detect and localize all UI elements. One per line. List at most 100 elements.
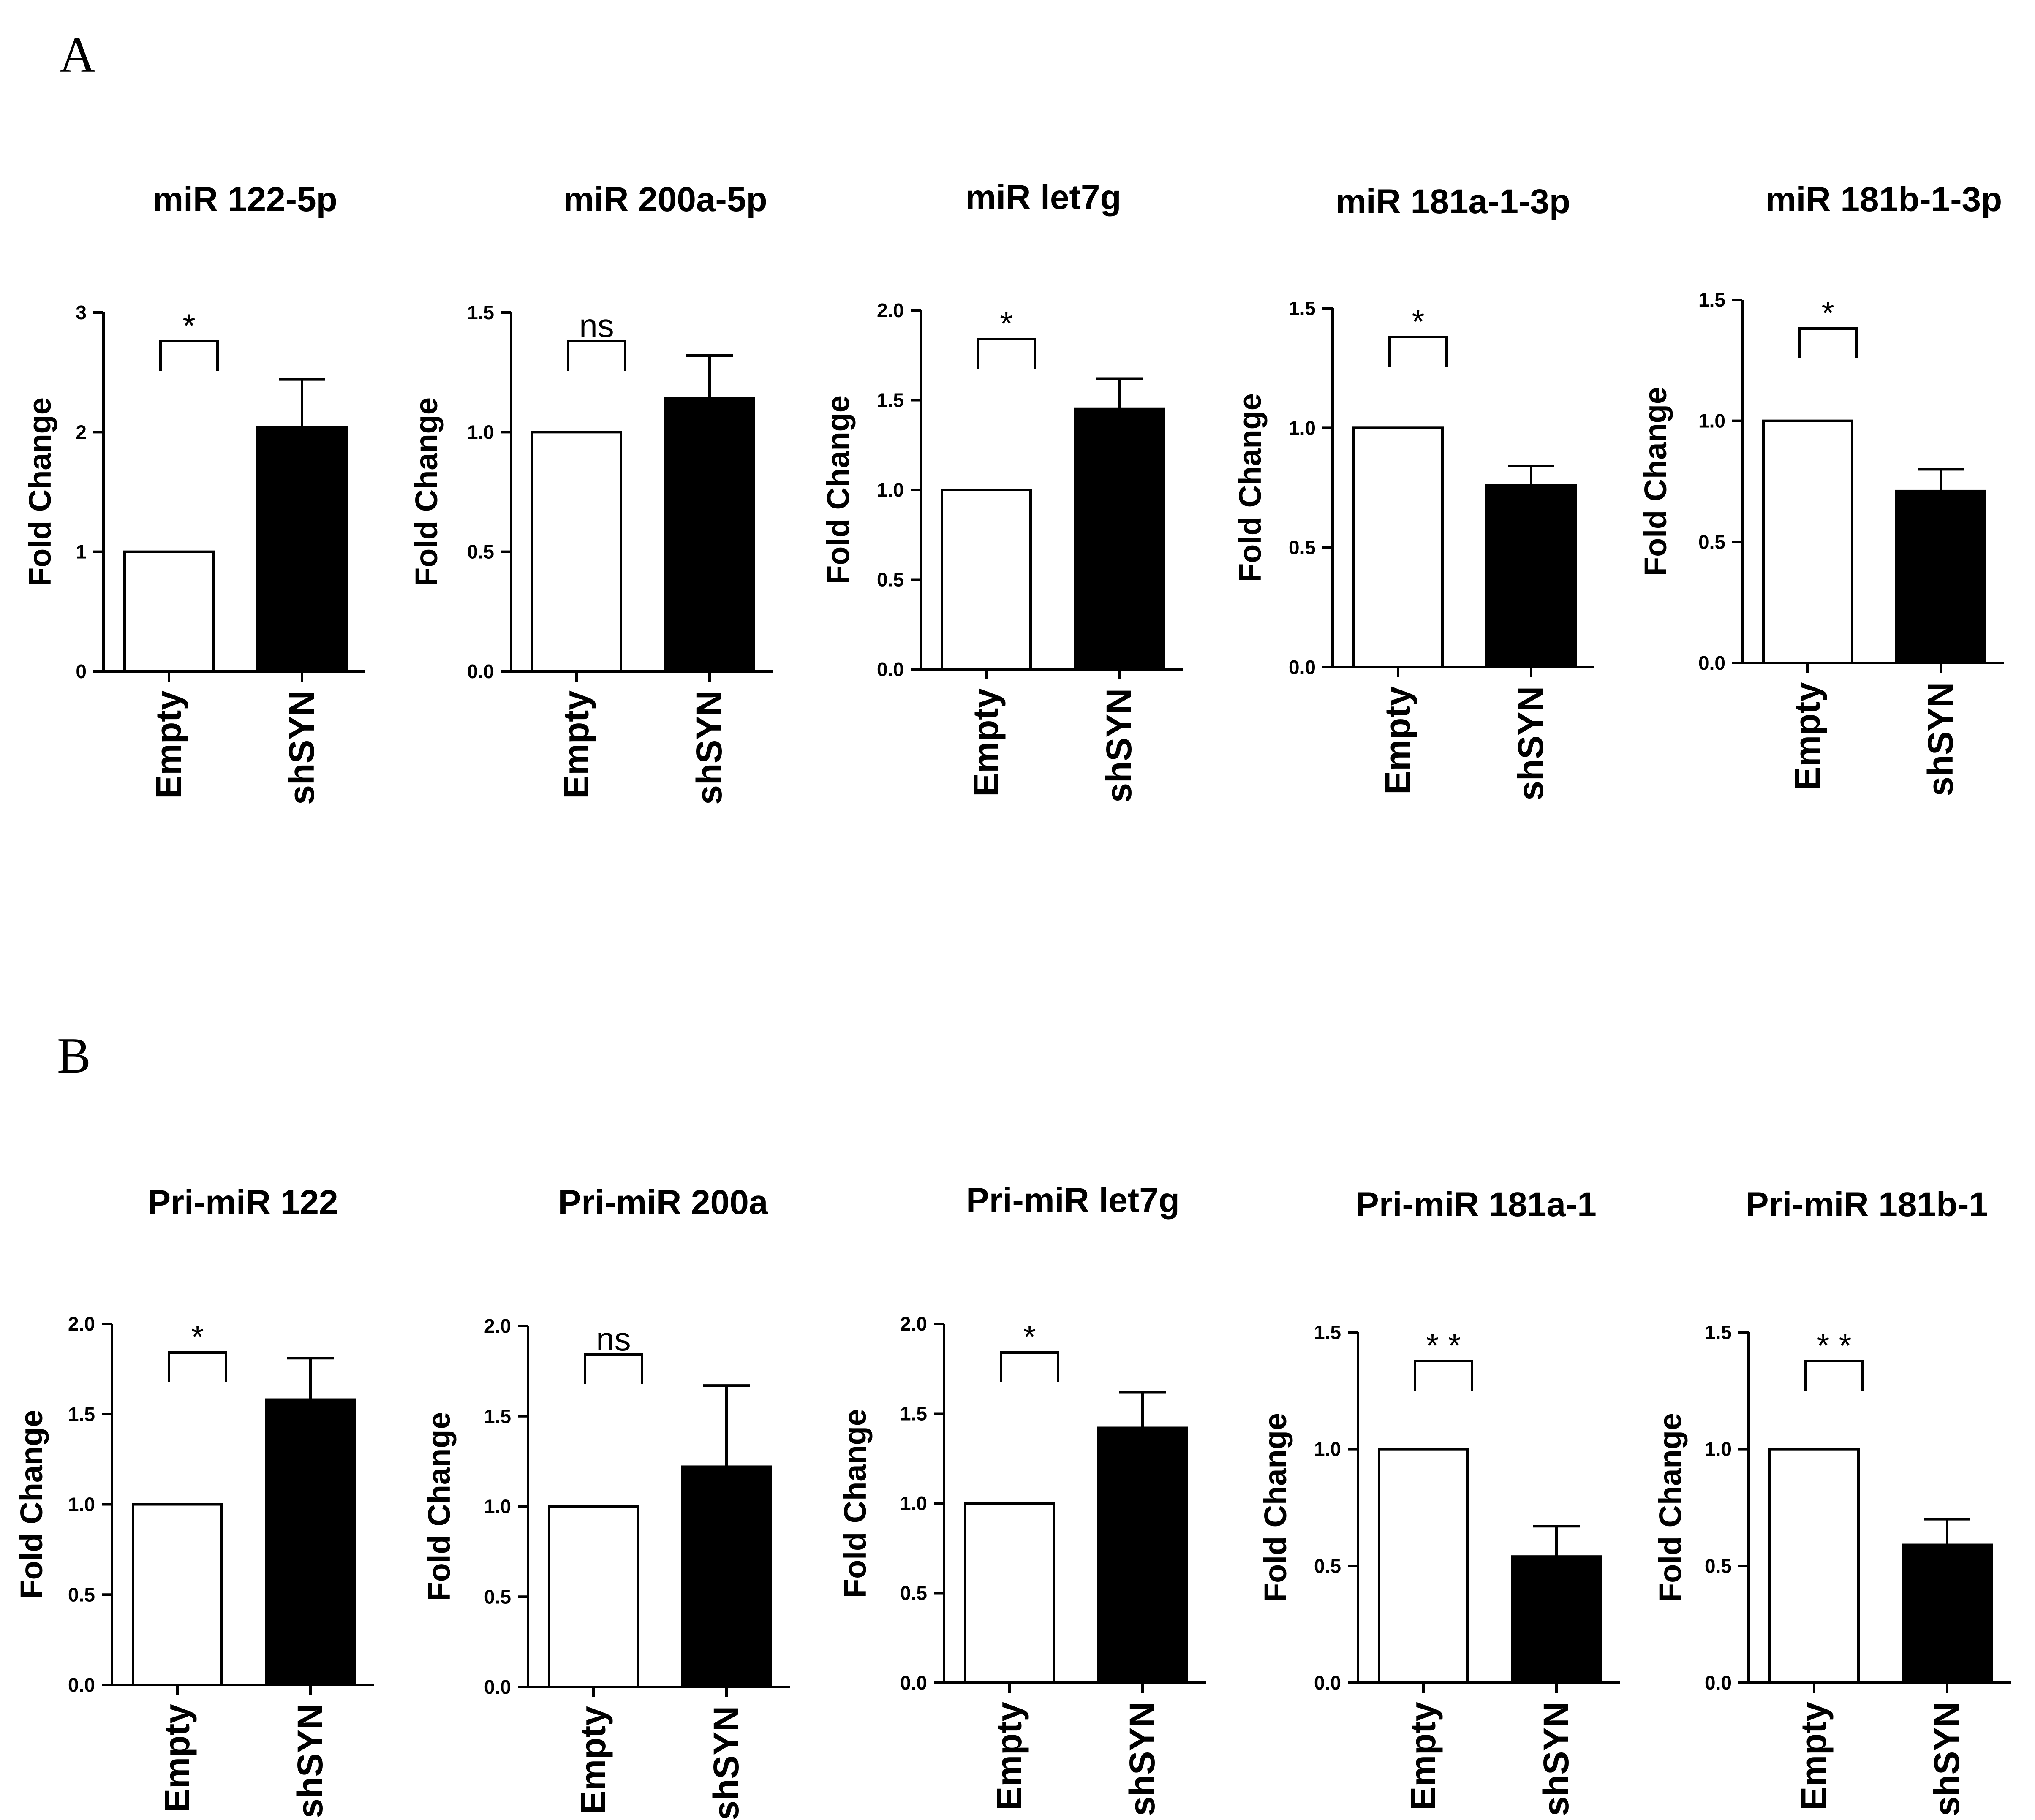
y-tick-label: 0.5 (467, 541, 494, 563)
x-tick-label: shSYN (706, 1706, 746, 1820)
y-tick-label: 0.5 (1705, 1555, 1732, 1577)
bar-shsyn (1097, 1426, 1188, 1684)
chart-title: miR 181a-1-3p (1336, 182, 1570, 221)
y-tick-label: 1.0 (467, 421, 494, 443)
bar-empty (531, 431, 622, 673)
y-tick-label: 1.0 (1698, 410, 1725, 432)
bar-empty (1762, 419, 1853, 664)
significance-bracket (584, 1353, 643, 1384)
y-tick-label: 0.0 (484, 1676, 511, 1698)
x-tick-label: Empty (1378, 686, 1417, 795)
y-tick-label: 1.5 (1705, 1321, 1732, 1343)
x-tick-label: shSYN (290, 1704, 330, 1818)
significance-label: ns (579, 307, 614, 344)
x-tick-label: shSYN (1099, 688, 1139, 803)
x-tick-label: Empty (157, 1704, 197, 1812)
y-tick-label: 0.5 (900, 1582, 927, 1604)
bar-shsyn (1485, 484, 1577, 669)
y-axis-label: Fold Change (422, 1412, 457, 1601)
bar-empty (548, 1505, 639, 1688)
bar-shsyn (681, 1465, 772, 1688)
y-tick-label: 1.5 (68, 1403, 95, 1425)
significance-label: * (1023, 1318, 1036, 1355)
x-tick-label: Empty (989, 1702, 1029, 1810)
significance-label: * (182, 307, 195, 344)
chart-8: Pri-miR let7g Fold Change 0.0 0.5 1.0 1.5 2.0 E… (838, 1181, 1206, 1816)
y-axis-label: Fold Change (409, 397, 444, 587)
significance-bracket (1388, 336, 1448, 367)
chart-title: Pri-miR 181b-1 (1746, 1185, 1988, 1224)
significance-bracket (1000, 1351, 1059, 1382)
significance-bracket (159, 340, 219, 371)
significance-label: * (191, 1318, 204, 1355)
chart-title: Pri-miR 200a (558, 1183, 769, 1222)
x-tick-label: Empty (1787, 682, 1827, 790)
significance-bracket (1798, 327, 1858, 358)
significance-label: ns (596, 1320, 631, 1358)
y-tick-label: 1.5 (1314, 1321, 1341, 1343)
y-tick-label: 0.0 (1289, 656, 1316, 678)
y-tick-label: 2 (76, 421, 87, 443)
y-axis-label: Fold Change (14, 1410, 49, 1599)
significance-label: * (1000, 305, 1012, 342)
significance-label: * (1412, 303, 1424, 340)
y-tick-label: 2.0 (68, 1313, 95, 1335)
y-axis-label: Fold Change (821, 395, 856, 584)
bar-empty (964, 1502, 1055, 1684)
panel-letter-a: A (59, 27, 96, 83)
chart-3: miR let7g Fold Change 0.0 0.5 1.0 1.5 2.0 Empty… (821, 178, 1183, 803)
chart-10: Pri-miR 181b-1 Fold Change 0.0 0.5 1.0 1.5 Emp… (1653, 1185, 2011, 1816)
bar-empty (123, 550, 215, 673)
y-tick-label: 1.0 (1289, 417, 1316, 439)
significance-bracket (977, 338, 1036, 369)
y-tick-label: 1.0 (1314, 1438, 1341, 1460)
y-tick-label: 2.0 (900, 1313, 927, 1335)
chart-7: Pri-miR 200a Fold Change 0.0 0.5 1.0 1.5 2.0 Em… (422, 1183, 790, 1820)
y-tick-label: 0.0 (68, 1674, 95, 1696)
chart-title: Pri-miR 122 (147, 1183, 338, 1222)
y-axis-label: Fold Change (838, 1409, 873, 1598)
bar-empty (1768, 1448, 1860, 1684)
x-tick-label: Empty (1794, 1702, 1834, 1810)
significance-label: * * (1817, 1327, 1851, 1364)
bar-empty (1378, 1448, 1469, 1684)
significance-bracket (1804, 1360, 1864, 1391)
y-tick-label: 0.0 (467, 660, 494, 682)
bar-shsyn (256, 426, 348, 673)
significance-label: * * (1426, 1327, 1461, 1364)
x-tick-label: Empty (556, 690, 596, 799)
y-tick-label: 0.0 (877, 658, 904, 680)
y-tick-label: 0.5 (1698, 531, 1725, 553)
y-tick-label: 1.0 (1705, 1438, 1732, 1460)
y-tick-label: 1.0 (877, 479, 904, 501)
y-axis-label: Fold Change (1232, 393, 1268, 582)
chart-title: Pri-miR 181a-1 (1356, 1185, 1597, 1224)
bar-empty (132, 1503, 223, 1686)
chart-2: miR 200a-5p Fold Change 0.0 0.5 1.0 1.5 Empty s… (409, 180, 773, 805)
y-tick-label: 1.5 (1289, 297, 1316, 319)
significance-bracket (168, 1351, 227, 1382)
chart-title: miR 181b-1-3p (1766, 180, 2002, 219)
panel-letter-b: B (57, 1027, 91, 1084)
y-tick-label: 1.0 (900, 1492, 927, 1514)
x-tick-label: shSYN (689, 690, 729, 805)
y-tick-label: 0.0 (1314, 1672, 1341, 1694)
x-tick-label: shSYN (1122, 1702, 1162, 1816)
y-axis-label: Fold Change (22, 397, 57, 587)
x-tick-label: shSYN (282, 690, 321, 805)
y-axis-label: Fold Change (1258, 1413, 1293, 1602)
y-tick-label: 1 (76, 541, 87, 563)
y-axis-label: Fold Change (1653, 1413, 1688, 1602)
y-tick-label: 0 (76, 660, 87, 682)
y-tick-label: 1.5 (877, 389, 904, 411)
chart-5: miR 181b-1-3p Fold Change 0.0 0.5 1.0 1.5 Empt… (1638, 180, 2004, 796)
y-tick-label: 1.5 (484, 1405, 511, 1427)
x-tick-label: shSYN (1921, 682, 1960, 796)
chart-4: miR 181a-1-3p Fold Change 0.0 0.5 1.0 1.5 Empt… (1232, 182, 1594, 801)
x-tick-label: shSYN (1511, 686, 1551, 801)
x-tick-label: Empty (573, 1706, 613, 1815)
y-tick-label: 2.0 (877, 299, 904, 321)
x-tick-label: shSYN (1927, 1702, 1967, 1816)
